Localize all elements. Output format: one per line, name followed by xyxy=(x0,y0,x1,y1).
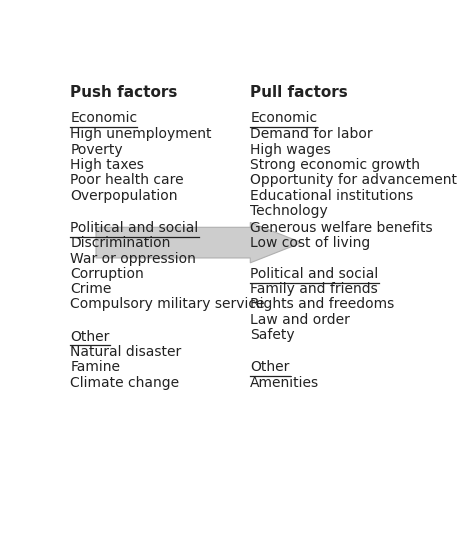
Text: Other: Other xyxy=(250,360,290,374)
Text: Discrimination: Discrimination xyxy=(70,236,171,250)
Text: Compulsory military service: Compulsory military service xyxy=(70,298,265,311)
Text: Rights and freedoms: Rights and freedoms xyxy=(250,298,394,311)
Text: Generous welfare benefits: Generous welfare benefits xyxy=(250,221,433,235)
Text: Opportunity for advancement: Opportunity for advancement xyxy=(250,173,457,187)
Text: Corruption: Corruption xyxy=(70,267,144,281)
Text: Overpopulation: Overpopulation xyxy=(70,189,178,203)
Text: Family and friends: Family and friends xyxy=(250,282,378,296)
Text: Poverty: Poverty xyxy=(70,143,123,157)
Text: War or oppression: War or oppression xyxy=(70,252,196,266)
Text: Push factors: Push factors xyxy=(70,86,178,100)
Text: Political and social: Political and social xyxy=(70,221,199,235)
Text: Famine: Famine xyxy=(70,360,120,374)
Text: Political and social: Political and social xyxy=(250,267,379,281)
Text: Economic: Economic xyxy=(250,111,318,125)
Text: Economic: Economic xyxy=(70,111,137,125)
Text: High wages: High wages xyxy=(250,143,331,157)
Text: Pull factors: Pull factors xyxy=(250,86,348,100)
Text: Amenities: Amenities xyxy=(250,376,319,390)
Text: Law and order: Law and order xyxy=(250,313,350,327)
Text: Strong economic growth: Strong economic growth xyxy=(250,158,420,172)
Text: High taxes: High taxes xyxy=(70,158,144,172)
Text: Low cost of living: Low cost of living xyxy=(250,236,371,250)
Text: Poor health care: Poor health care xyxy=(70,173,184,187)
Text: Crime: Crime xyxy=(70,282,112,296)
Polygon shape xyxy=(96,222,301,263)
Text: Other: Other xyxy=(70,330,109,344)
Text: Climate change: Climate change xyxy=(70,376,179,390)
Text: Demand for labor: Demand for labor xyxy=(250,128,373,141)
Text: Safety: Safety xyxy=(250,328,295,342)
Text: High unemployment: High unemployment xyxy=(70,128,212,141)
Text: Natural disaster: Natural disaster xyxy=(70,345,182,359)
Text: Technology: Technology xyxy=(250,204,328,218)
Text: Educational institutions: Educational institutions xyxy=(250,189,413,203)
